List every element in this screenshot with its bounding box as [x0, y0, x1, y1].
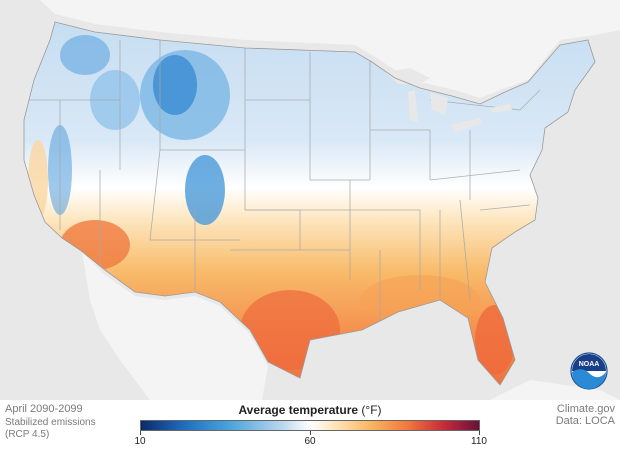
legend-min-label: 10	[134, 436, 146, 447]
canada-land	[0, 0, 620, 98]
legend-title: Average temperature (°F)	[140, 403, 480, 417]
lake-ontario	[490, 104, 512, 113]
temperature-map	[0, 0, 620, 400]
legend-max-label: 110	[471, 436, 487, 447]
legend-title-text: Average temperature	[238, 403, 359, 417]
tick-min	[140, 431, 141, 435]
credit-data-source: Data: LOCA	[555, 415, 615, 427]
tick-max	[479, 431, 480, 435]
map-panel: NOAA	[0, 0, 620, 400]
lake-superior	[385, 68, 430, 84]
legend-unit: (°F)	[361, 403, 382, 417]
us-outline	[23, 21, 596, 386]
noaa-logo-text: NOAA	[579, 361, 600, 368]
legend-mid-label: 60	[304, 436, 316, 447]
credit-site: Climate.gov	[556, 403, 615, 415]
lake-huron	[430, 92, 448, 115]
scenario-label: Stabilized emissions	[5, 417, 96, 428]
lake-erie	[450, 118, 482, 132]
mexico-land	[82, 252, 268, 400]
caribbean-land	[490, 380, 620, 400]
scenario-code-label: (RCP 4.5)	[5, 429, 50, 440]
lake-michigan	[408, 90, 418, 122]
noaa-logo: NOAA	[570, 352, 608, 390]
tick-mid	[310, 431, 311, 435]
color-scale-bar	[140, 420, 480, 431]
map-footer: April 2090-2099 Stabilized emissions (RC…	[0, 400, 620, 450]
time-period-label: April 2090-2099	[5, 403, 83, 415]
